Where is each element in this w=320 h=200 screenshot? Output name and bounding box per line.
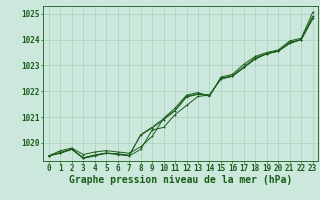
X-axis label: Graphe pression niveau de la mer (hPa): Graphe pression niveau de la mer (hPa) xyxy=(69,175,292,185)
